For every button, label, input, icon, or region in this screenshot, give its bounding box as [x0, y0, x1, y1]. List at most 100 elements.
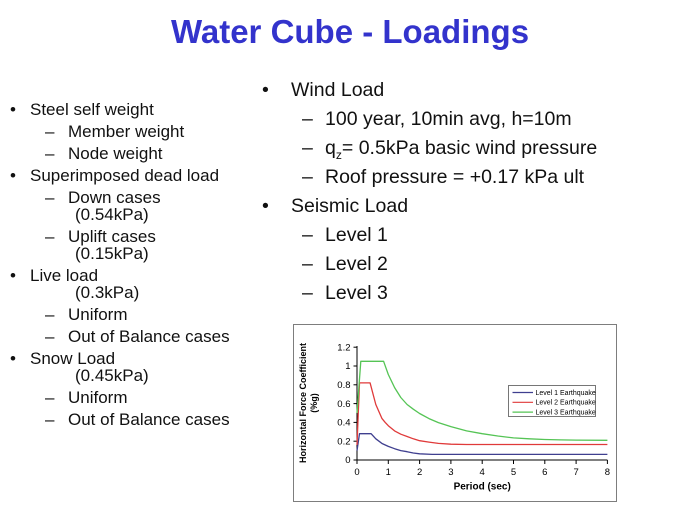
- list-item-text: Level 1: [325, 224, 388, 246]
- bullet-icon: •: [10, 166, 16, 185]
- list-item: (0.54kPa): [8, 206, 260, 223]
- dash-icon: –: [302, 282, 313, 304]
- list-item: (0.3kPa): [8, 284, 260, 301]
- series-line-level-1: [356, 433, 608, 456]
- list-item: – Level 2: [262, 254, 692, 274]
- list-item-text: Steel self weight: [30, 100, 154, 119]
- slide-title: Water Cube - Loadings: [170, 13, 530, 50]
- chart-series: [356, 360, 608, 456]
- list-item: • Seismic Load: [262, 196, 692, 216]
- dash-icon: –: [45, 410, 55, 429]
- dash-icon: –: [45, 305, 55, 324]
- x-tick-label: 2: [417, 467, 422, 478]
- list-item-text: Level 3: [325, 282, 388, 304]
- list-item: – Roof pressure = +0.17 kPa ult: [262, 167, 692, 187]
- bullet-icon: •: [10, 349, 16, 368]
- x-tick-label: 7: [573, 467, 578, 478]
- list-item: • Wind Load: [262, 80, 692, 100]
- list-item-text: Out of Balance cases: [68, 410, 230, 429]
- series-line-level-2: [356, 382, 608, 446]
- chart-axes: 0 0.2 0.4 0.6 0.8 1 1.2 0 1 2 3 4 5 6 7 8: [337, 342, 610, 478]
- dash-icon: –: [302, 253, 313, 275]
- list-item: • Live load: [8, 267, 260, 284]
- list-item-text: 100 year, 10min avg, h=10m: [325, 108, 572, 130]
- y-axis-title: Horizontal Force Coefficient: [298, 343, 308, 463]
- left-column: • Steel self weight – Member weight – Node we…: [8, 101, 260, 433]
- y-tick-label: 0.6: [337, 399, 350, 410]
- dash-icon: –: [45, 188, 55, 207]
- dash-icon: –: [45, 327, 55, 346]
- x-tick-label: 5: [511, 467, 516, 478]
- list-item-text: Out of Balance cases: [68, 327, 230, 346]
- list-item: (0.15kPa): [8, 245, 260, 262]
- list-item: –100 year, 10min avg, h=10m: [262, 109, 692, 129]
- bullet-icon: •: [262, 195, 269, 217]
- list-item: – Member weight: [8, 123, 260, 140]
- x-tick-label: 4: [480, 467, 485, 478]
- list-item-text: Wind Load: [291, 79, 385, 101]
- list-item-text: qz= 0.5kPa basic wind pressure: [325, 137, 598, 162]
- right-column: • Wind Load –100 year, 10min avg, h=10m – qz…: [262, 80, 692, 312]
- legend-label: Level 1 Earthquake: [536, 390, 596, 397]
- list-item: – Node weight: [8, 145, 260, 162]
- dash-icon: –: [302, 166, 313, 188]
- list-item-text: Roof pressure = +0.17 kPa ult: [325, 166, 585, 188]
- dash-icon: –: [45, 144, 55, 163]
- y-tick-label: 0: [345, 455, 350, 466]
- list-item: – Out of Balance cases: [8, 328, 260, 345]
- y-axis-title-units: (%g): [309, 393, 319, 413]
- list-item-text: (0.3kPa): [75, 283, 140, 302]
- list-item-text: Live load: [30, 266, 99, 285]
- y-tick-label: 1: [345, 361, 350, 372]
- list-item: – qz= 0.5kPa basic wind pressure: [262, 137, 692, 162]
- list-item: – Level 3: [262, 283, 692, 303]
- list-item: • Superimposed dead load: [8, 167, 260, 184]
- chart-svg: 0 0.2 0.4 0.6 0.8 1 1.2 0 1 2 3 4 5 6 7 8 Period (sec) Ho…: [298, 342, 610, 493]
- list-item-text: (0.15kPa): [75, 244, 149, 263]
- list-item-text: Uniform: [68, 388, 128, 407]
- legend-label: Level 3 Earthquake: [536, 410, 596, 417]
- x-tick-label: 3: [448, 467, 453, 478]
- list-item: – Uniform: [8, 389, 260, 406]
- dash-icon: –: [45, 388, 55, 407]
- list-item-text: Level 2: [325, 253, 388, 275]
- dash-icon: –: [302, 224, 313, 246]
- x-axis-title: Period (sec): [454, 482, 511, 493]
- bullet-icon: •: [10, 100, 16, 119]
- list-item-text: Uplift cases: [68, 227, 156, 246]
- list-item-text: Node weight: [68, 144, 163, 163]
- dash-icon: –: [302, 108, 313, 130]
- legend-label: Level 2 Earthquake: [536, 400, 596, 407]
- list-item: – Level 1: [262, 225, 692, 245]
- bullet-icon: •: [10, 266, 16, 285]
- series-line-level-3: [356, 360, 608, 441]
- list-item-text: Down cases: [68, 188, 161, 207]
- seismic-spectrum-chart: 0 0.2 0.4 0.6 0.8 1 1.2 0 1 2 3 4 5 6 7 8 Period (sec) Ho…: [293, 324, 617, 502]
- list-item-text: Snow Load: [30, 349, 116, 368]
- x-tick-label: 0: [354, 467, 359, 478]
- list-item: – Down cases: [8, 189, 260, 206]
- bullet-icon: •: [262, 79, 269, 101]
- list-item-text: Member weight: [68, 122, 185, 141]
- y-tick-label: 0.2: [337, 436, 350, 447]
- list-item-text: Uniform: [68, 305, 128, 324]
- y-tick-label: 1.2: [337, 342, 350, 353]
- x-tick-label: 1: [386, 467, 391, 478]
- list-item: • Steel self weight: [8, 101, 260, 118]
- y-tick-label: 0.8: [337, 380, 350, 391]
- list-item: • Snow Load: [8, 350, 260, 367]
- list-item: – Uplift cases: [8, 228, 260, 245]
- list-item: – Out of Balance cases: [8, 411, 260, 428]
- list-item-text: (0.54kPa): [75, 205, 149, 224]
- list-item-text: Superimposed dead load: [30, 166, 220, 185]
- dash-icon: –: [302, 137, 313, 159]
- dash-icon: –: [45, 122, 55, 141]
- list-item-text: (0.45kPa): [75, 366, 149, 385]
- list-item: (0.45kPa): [8, 367, 260, 384]
- dash-icon: –: [45, 227, 55, 246]
- x-tick-label: 8: [605, 467, 610, 478]
- y-tick-label: 0.4: [337, 418, 350, 429]
- chart-legend: Level 1 Earthquake Level 2 Earthquake Leve…: [508, 385, 596, 417]
- list-item-text: Seismic Load: [291, 195, 409, 217]
